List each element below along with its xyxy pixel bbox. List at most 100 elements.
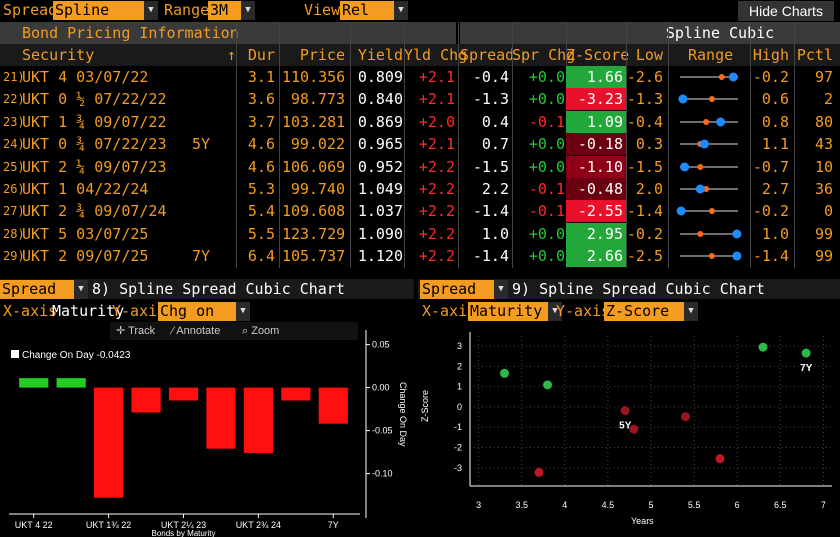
view-dropdown-icon[interactable]: ▼ (394, 1, 408, 20)
x-tick-label: 5.5 (688, 500, 701, 510)
y-tick-label: 2 (457, 361, 462, 371)
table-row[interactable]: 29) UKT 2 09/07/25 7Y 6.4 105.737 1.120 +2.2 -1… (0, 245, 840, 268)
right-yaxis-select[interactable]: Z-Score (604, 302, 684, 321)
col-security[interactable]: Security (22, 46, 95, 64)
row-index: 29) (3, 249, 25, 264)
col-low[interactable]: Low (635, 46, 663, 64)
range-slider (680, 251, 742, 261)
duration: 3.7 (247, 112, 275, 131)
col-yield[interactable]: Yield (357, 46, 403, 64)
table-row[interactable]: 25) UKT 2 ¼ 09/07/23 4.6 106.069 0.952 +2.2 -1… (0, 155, 840, 178)
bar[interactable] (131, 387, 161, 413)
change-on-day-bar-chart[interactable]: 0.05 0.00 -0.05 -0.10 Change On Day UKT 4 22 U… (0, 322, 414, 537)
right-chart-type-select[interactable]: Spread (420, 280, 494, 299)
range-select[interactable]: 3M (208, 1, 241, 20)
col-yld-chg[interactable]: Yld Chg (404, 46, 468, 64)
y-axis-title: Change On Day (398, 382, 408, 447)
left-yaxis-select[interactable]: Chg on Day (158, 302, 236, 339)
zoom-tool[interactable]: ⌕ Zoom (242, 325, 280, 337)
price: 106.069 (282, 157, 346, 176)
right-xaxis-dropdown-icon[interactable]: ▼ (548, 302, 562, 321)
view-select[interactable]: Rel Val (340, 1, 394, 38)
annotate-tool[interactable]: ⁄ Annotate (172, 325, 221, 337)
left-xaxis-label: X-axis (3, 302, 58, 320)
sort-arrow-icon[interactable]: ↑ (227, 46, 237, 64)
range-high: 0.6 (761, 90, 789, 109)
legend-label: Change On Day (22, 350, 94, 361)
col-price[interactable]: Price (299, 46, 345, 64)
range-low: -1.4 (626, 202, 663, 221)
right-yaxis-dropdown-icon[interactable]: ▼ (684, 302, 698, 321)
z-score-scatter-chart[interactable]: 3 2 1 0 -1 -2 -3 3 3.5 4 4.5 5 5.5 6 6.5 7 Z-Score Years 5… (418, 322, 840, 537)
col-z-score[interactable]: Z-Score (566, 46, 630, 64)
z-score: 2.66 (566, 245, 626, 268)
col-dur[interactable]: Dur (247, 46, 275, 64)
right-axis-controls: X-axis Maturity ▼ Y-axis Z-Score ▼ (418, 301, 840, 321)
table-row[interactable]: 24) UKT 0 ¾ 07/22/23 5Y 4.6 99.022 0.965 +2.1 0… (0, 133, 840, 156)
x-tick-label: 4.5 (602, 500, 615, 510)
bar[interactable] (281, 387, 311, 401)
scatter-point[interactable] (715, 454, 725, 464)
range-high: 1.0 (761, 224, 789, 243)
scatter-point[interactable] (620, 406, 630, 416)
bar[interactable] (19, 378, 49, 388)
price: 98.773 (290, 90, 345, 109)
bar[interactable] (56, 378, 86, 388)
left-yaxis-dropdown-icon[interactable]: ▼ (236, 302, 250, 321)
percentile: 97 (814, 68, 833, 86)
scatter-point[interactable] (758, 342, 768, 352)
bar[interactable] (206, 387, 236, 449)
percentile: 2 (823, 90, 833, 109)
table-row[interactable]: 28) UKT 5 03/07/25 5.5 123.729 1.090 +2.2 1.0 +… (0, 222, 840, 245)
scatter-point[interactable] (543, 380, 553, 390)
table-row[interactable]: 26) UKT 1 04/22/24 5.3 99.740 1.049 +2.2 2.2 -0… (0, 178, 840, 200)
scatter-point[interactable] (534, 467, 544, 477)
scatter-point[interactable] (801, 348, 811, 358)
percentile: 99 (814, 224, 833, 243)
scatter-point[interactable] (680, 412, 690, 422)
scatter-point[interactable] (629, 424, 639, 434)
left-chart-dropdown-icon[interactable]: ▼ (74, 280, 88, 299)
right-xaxis-select[interactable]: Maturity (468, 302, 548, 321)
left-chart-type-select[interactable]: Spread (0, 280, 74, 299)
track-tool[interactable]: ✛ Track (116, 325, 156, 337)
security-name: UKT 2 ¾ 09/07/24 (22, 202, 167, 221)
security-name: UKT 0 ¾ 07/22/23 (22, 135, 167, 154)
left-yaxis-label: Y-axis (112, 302, 167, 320)
table-row[interactable]: 21) UKT 4 03/07/22 3.1 110.356 0.809 +2.1 -0.4… (0, 66, 840, 88)
col-pctl[interactable]: Pctl (796, 46, 833, 64)
spread-select[interactable]: Spline Cubic (53, 1, 145, 38)
table-row[interactable]: 22) UKT 0 ½ 07/22/22 3.6 98.773 0.840 +2.1 -1.… (0, 88, 840, 111)
col-spr-chg[interactable]: Spr Chg (512, 46, 576, 64)
table-row[interactable]: 27) UKT 2 ¾ 09/07/24 5.4 109.608 1.037 +2.2 -1… (0, 200, 840, 223)
range-slider (676, 206, 738, 216)
range-marker-current (699, 139, 709, 149)
range-low: -0.2 (626, 224, 663, 243)
scatter-point[interactable] (499, 368, 509, 378)
col-spread[interactable]: Spread (460, 46, 515, 64)
z-score: 1.09 (566, 110, 626, 133)
yield-change: +2.2 (418, 202, 455, 221)
right-xaxis-label: X-axis (422, 302, 477, 320)
spread-dropdown-icon[interactable]: ▼ (144, 1, 158, 20)
bar[interactable] (318, 387, 348, 424)
right-yaxis-label: Y-axis (556, 302, 611, 320)
yield-change: +2.1 (418, 68, 455, 86)
left-chart-header: Spread ▼ 8) Spline Spread Cubic Chart (0, 279, 414, 299)
range-dropdown-icon[interactable]: ▼ (241, 1, 255, 20)
spread-change: +0.0 (528, 135, 565, 154)
bar[interactable] (243, 387, 273, 453)
col-high[interactable]: High (752, 46, 789, 64)
bar[interactable] (94, 387, 124, 498)
row-index: 24) (3, 137, 25, 152)
table-row[interactable]: 23) UKT 1 ¾ 09/07/22 3.7 103.281 0.869 +2.0 0.… (0, 110, 840, 133)
left-xaxis-value[interactable]: Maturity (52, 302, 125, 320)
legend-value: -0.0423 (96, 350, 131, 361)
z-score: 2.95 (566, 222, 626, 245)
right-chart-dropdown-icon[interactable]: ▼ (494, 280, 508, 299)
col-range[interactable]: Range (688, 46, 734, 64)
bar[interactable] (168, 387, 199, 401)
hide-charts-button[interactable]: Hide Charts (738, 1, 834, 21)
range-marker-avg (718, 74, 725, 80)
percentile: 10 (814, 157, 833, 176)
